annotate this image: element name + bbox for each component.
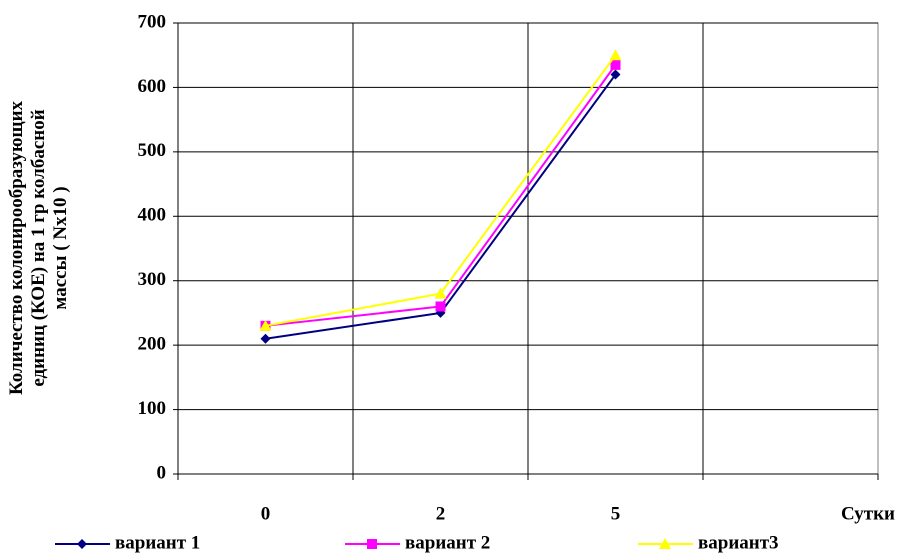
series-line bbox=[265, 54, 617, 327]
marker bbox=[260, 333, 271, 344]
x-tick-label: 2 bbox=[436, 503, 446, 524]
y-tick-label: 100 bbox=[138, 398, 167, 419]
y-axis-title-line: единиц (КОЕ) на 1 гр колбасной bbox=[28, 109, 49, 386]
y-axis-title-line: Количество колонирообразующих bbox=[6, 100, 27, 395]
series-line bbox=[265, 64, 617, 327]
y-axis-title: Количество колонирообразующихединиц (КОЕ… bbox=[6, 100, 71, 395]
y-tick-label: 200 bbox=[138, 334, 167, 355]
marker bbox=[609, 49, 622, 61]
marker bbox=[77, 539, 87, 549]
series-line bbox=[265, 73, 617, 340]
marker bbox=[434, 287, 447, 299]
marker bbox=[259, 319, 272, 331]
y-tick-label: 0 bbox=[157, 462, 167, 483]
y-tick-label: 300 bbox=[138, 269, 167, 290]
x-tick-label: 5 bbox=[611, 503, 621, 524]
marker bbox=[367, 539, 377, 549]
legend-label: вариант 1 bbox=[115, 532, 200, 553]
y-tick-label: 400 bbox=[138, 205, 167, 226]
y-tick-label: 700 bbox=[138, 11, 167, 32]
x-tick-label: 0 bbox=[261, 503, 271, 524]
y-tick-label: 500 bbox=[138, 140, 167, 161]
marker bbox=[610, 69, 621, 80]
legend-label: вариант 2 bbox=[405, 532, 490, 553]
marker bbox=[659, 538, 671, 549]
y-tick-label: 600 bbox=[138, 76, 167, 97]
x-axis-title: Сутки bbox=[841, 503, 895, 524]
marker bbox=[610, 59, 621, 70]
y-axis-title-line: массы ( Nx10 ) bbox=[50, 186, 71, 309]
legend-label: вариант3 bbox=[698, 532, 779, 553]
marker bbox=[435, 301, 446, 312]
